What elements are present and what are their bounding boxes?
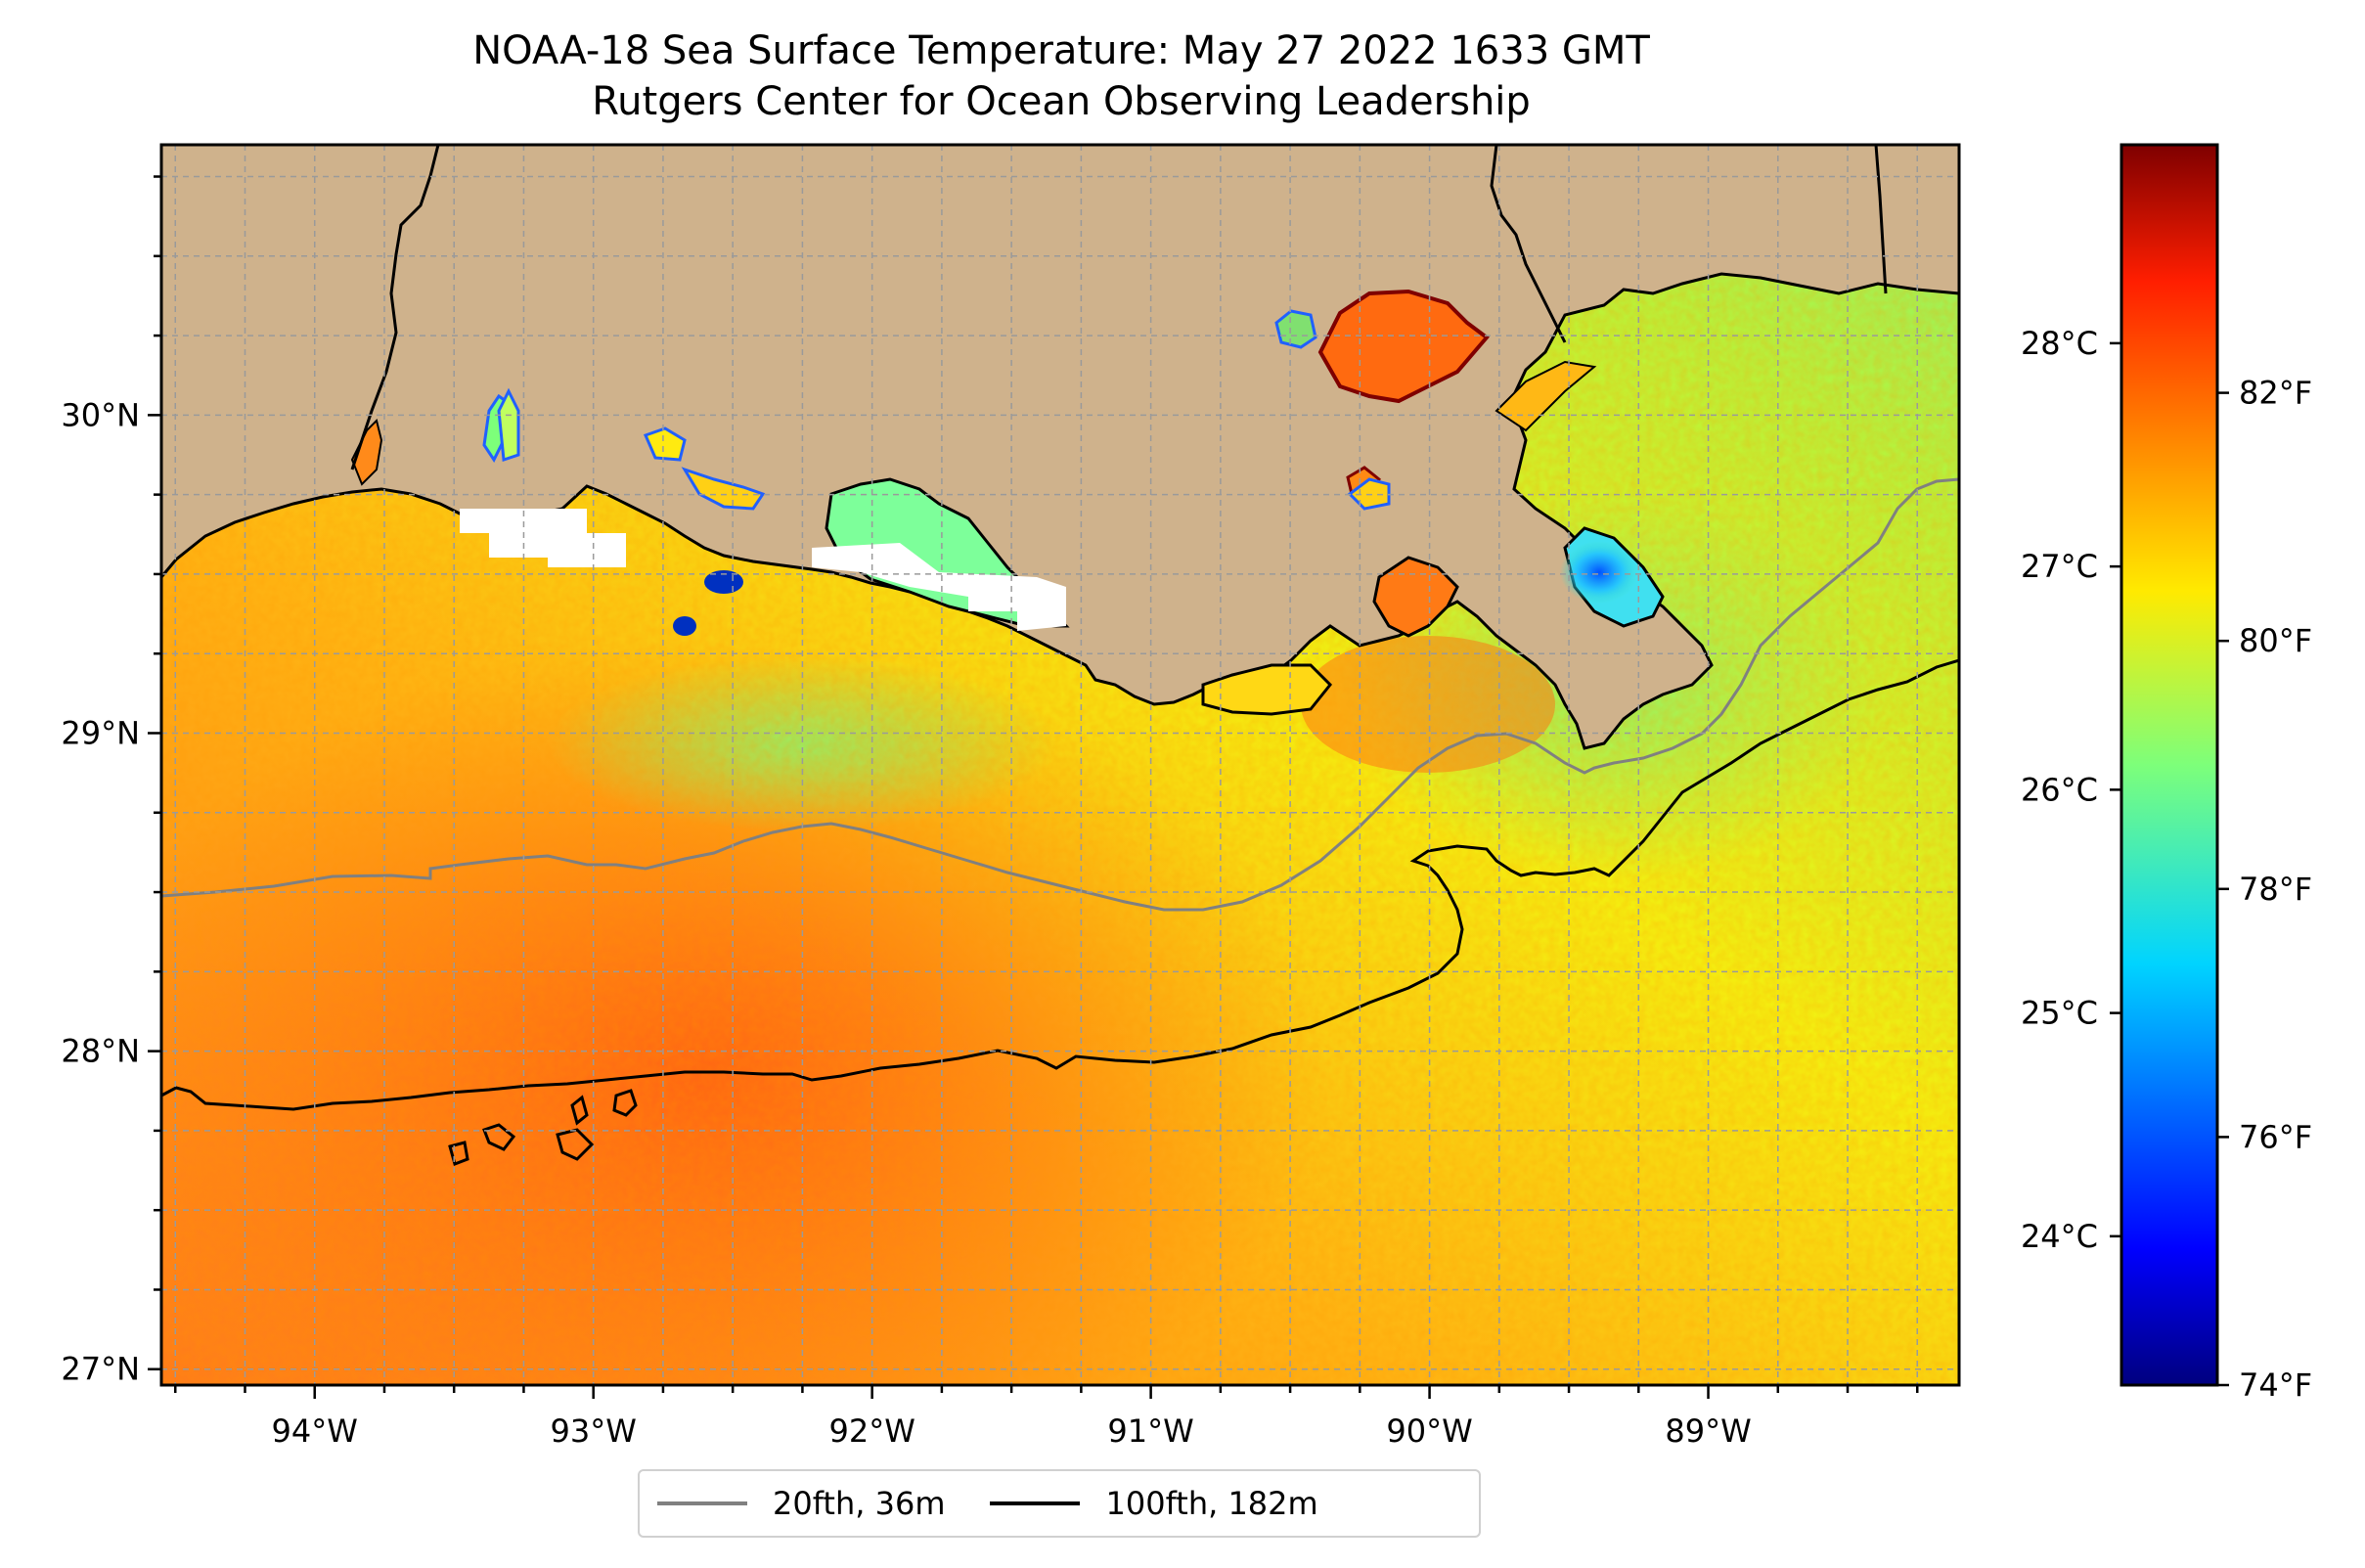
isobath-island-b (612, 1089, 638, 1117)
marsh-island (1274, 309, 1317, 349)
white-lake (643, 426, 687, 462)
bay-area-a (681, 467, 766, 511)
lat-tick-label: 28°N (61, 1033, 140, 1070)
cold-plume (1560, 541, 1638, 604)
f-tick-label: 82°F (2239, 375, 2312, 412)
isobath-20fth (161, 477, 1959, 912)
lake-b (497, 387, 520, 463)
colorbar (2120, 143, 2219, 1387)
cloud-mask-east (812, 543, 1066, 631)
lat-tick-label: 30°N (61, 396, 140, 433)
legend-item-20fth: 20fth, 36m (657, 1485, 945, 1522)
axis-ticks (148, 175, 1919, 1399)
f-tick-label: 76°F (2239, 1118, 2312, 1155)
c-tick-label: 25°C (2021, 995, 2098, 1032)
map-frame (159, 143, 1961, 1387)
pearl-river (1490, 145, 1567, 343)
isobath-legend: 20fth, 36m 100fth, 182m (638, 1469, 1481, 1538)
state-boundary (1874, 145, 1888, 294)
legend-line-20fth (657, 1501, 747, 1505)
legend-label-100fth: 100fth, 182m (1105, 1485, 1318, 1522)
gridlines (161, 145, 1959, 1385)
barataria-bay (1372, 556, 1459, 638)
cold-spot (704, 570, 743, 594)
lake-calcasieu (350, 419, 383, 486)
lon-tick-label: 93°W (551, 1412, 637, 1450)
lon-tick-label: 90°W (1386, 1412, 1472, 1450)
axis-labels: 94°W 93°W 92°W 91°W 90°W 89°W 27°N 28°N 29°N 30°N (61, 396, 1751, 1450)
lon-tick-label: 89°W (1665, 1412, 1751, 1450)
lon-tick-label: 94°W (272, 1412, 358, 1450)
c-tick-label: 26°C (2021, 771, 2098, 808)
f-tick-label: 74°F (2239, 1366, 2312, 1404)
chart-subtitle: Rutgers Center for Ocean Observing Leade… (592, 79, 1531, 124)
legend-label-20fth: 20fth, 36m (773, 1485, 946, 1522)
chart-title: NOAA-18 Sea Surface Temperature: May 27 … (472, 28, 1650, 73)
isobath-island-e (448, 1141, 469, 1166)
colorbar-labels: 74°F 76°F 78°F 80°F 82°F 24°C 25°C 26°C 27°C 28°C (2021, 325, 2312, 1404)
lat-tick-label: 27°N (61, 1351, 140, 1388)
lon-tick-label: 91°W (1107, 1412, 1193, 1450)
map-plot-area (161, 145, 1959, 1385)
isobath-100fth (161, 658, 1959, 1111)
lake-borgne-sound (1495, 360, 1597, 432)
colorbar-ticks (2110, 341, 2229, 1387)
c-tick-label: 24°C (2021, 1218, 2098, 1255)
f-tick-label: 80°F (2239, 622, 2312, 659)
legend-item-100fth: 100fth, 182m (990, 1485, 1318, 1522)
lake-pontchartrain (1317, 289, 1490, 404)
lon-tick-label: 92°W (828, 1412, 915, 1450)
f-tick-label: 78°F (2239, 871, 2312, 908)
c-tick-label: 28°C (2021, 325, 2098, 362)
legend-line-100fth (990, 1501, 1081, 1505)
isobath-island-d (482, 1123, 516, 1151)
cloud-mask (460, 509, 626, 567)
isobath-island-a (570, 1095, 589, 1126)
sabine-river (350, 145, 440, 470)
terrebonne-bay (1201, 663, 1333, 716)
c-tick-label: 27°C (2021, 548, 2098, 585)
cold-spot-b (673, 616, 696, 636)
lat-tick-label: 29°N (61, 714, 140, 751)
